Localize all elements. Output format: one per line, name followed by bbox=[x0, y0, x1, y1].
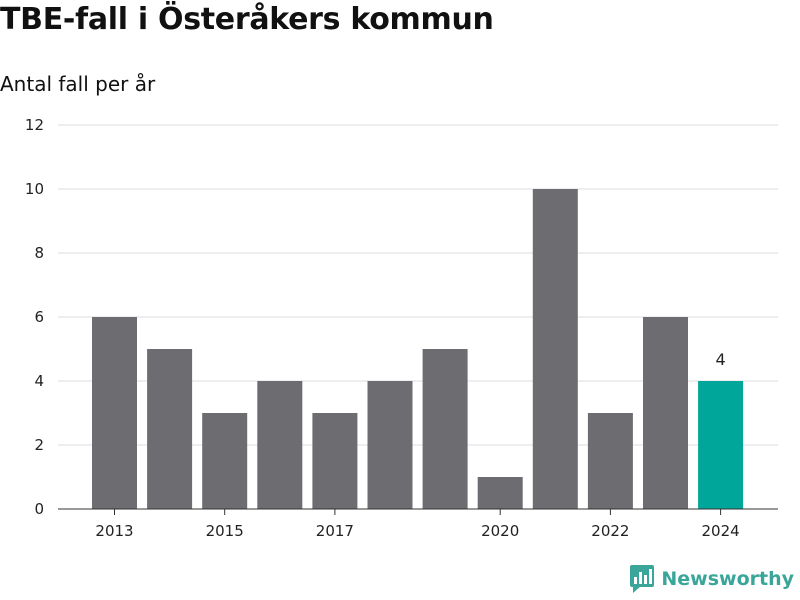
newsworthy-logo-icon bbox=[630, 565, 655, 593]
y-tick-label-10: 10 bbox=[25, 180, 44, 198]
newsworthy-logo: Newsworthy bbox=[629, 564, 794, 594]
bar-2018 bbox=[367, 381, 413, 509]
bar-chart: 0 2 4 6 8 10 12 2013 2015 2017 2020 2022 4 2024 bbox=[25, 116, 778, 540]
y-tick-label-4: 4 bbox=[34, 372, 44, 390]
bar-2019 bbox=[422, 349, 468, 509]
x-tick-label-2013: 2013 bbox=[95, 522, 133, 540]
bar-2020 bbox=[477, 477, 523, 509]
x-tick-label-2015: 2015 bbox=[206, 522, 244, 540]
bar-2021 bbox=[532, 189, 578, 509]
x-tick-label-2022: 2022 bbox=[591, 522, 629, 540]
bar-2013 bbox=[92, 317, 137, 509]
newsworthy-logo-text: Newsworthy bbox=[661, 568, 794, 590]
y-tick-label-0: 0 bbox=[34, 500, 44, 518]
y-tick-label-8: 8 bbox=[34, 244, 44, 262]
x-tick-label-2017: 2017 bbox=[316, 522, 354, 540]
y-tick-label-6: 6 bbox=[34, 308, 44, 326]
bar-2022 bbox=[587, 413, 633, 509]
y-tick-label-12: 12 bbox=[25, 116, 44, 134]
data-label-2024: 4 bbox=[716, 350, 726, 369]
chart-subtitle: Antal fall per år bbox=[0, 72, 156, 96]
bar-2023 bbox=[643, 317, 688, 509]
y-tick-label-2: 2 bbox=[34, 436, 44, 454]
chart-title: TBE-fall i Österåkers kommun bbox=[0, 2, 494, 37]
x-tick-label-2024: 2024 bbox=[702, 522, 740, 540]
bar-2024 bbox=[698, 381, 744, 509]
bar-2017 bbox=[312, 413, 358, 509]
x-tick-label-2020: 2020 bbox=[481, 522, 519, 540]
bar-2015 bbox=[202, 413, 248, 509]
bar-2014 bbox=[147, 349, 193, 509]
bar-2016 bbox=[257, 381, 303, 509]
